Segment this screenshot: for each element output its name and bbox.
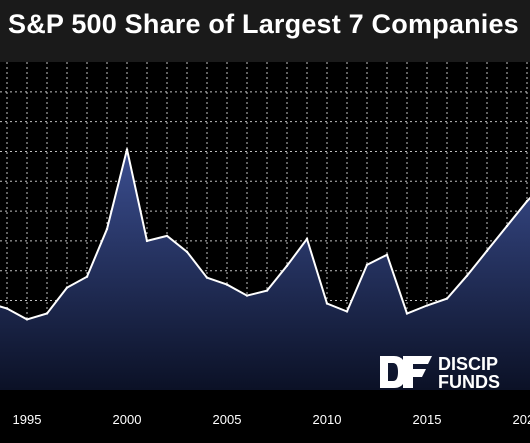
data-point-2002 [165, 234, 169, 238]
data-point-2018 [485, 249, 489, 253]
chart-title: S&P 500 Share of Largest 7 Companies [8, 9, 519, 39]
data-point-1996 [45, 312, 49, 315]
x-tick-label: 2000 [113, 412, 142, 427]
data-point-1994 [5, 307, 9, 310]
data-point-2019 [505, 224, 509, 228]
data-point-2011 [345, 310, 349, 313]
data-point-2008 [285, 264, 289, 267]
data-point-2006 [245, 294, 249, 297]
data-point-2001 [145, 239, 149, 243]
logo-text-line1: DISCIP [438, 354, 499, 374]
x-tick-label: 2020 [513, 412, 530, 427]
data-point-1997 [65, 286, 69, 289]
data-point-1995 [25, 318, 29, 321]
brand-logo: DISCIP FUNDS [374, 352, 530, 392]
title-bar: S&P 500 Share of Largest 7 Companies [0, 0, 530, 62]
data-point-2012 [365, 263, 369, 266]
data-point-2009 [305, 237, 309, 241]
series-area [0, 149, 530, 390]
x-tick-label: 2010 [313, 412, 342, 427]
data-point-2015 [425, 304, 429, 307]
data-point-2007 [265, 289, 269, 292]
data-point-2005 [225, 283, 229, 286]
data-point-2020 [525, 199, 529, 203]
df-logo-icon [380, 356, 432, 388]
data-point-2013 [385, 253, 389, 257]
data-point-2003 [185, 250, 189, 254]
data-point-2004 [205, 276, 209, 279]
data-point-1998 [85, 275, 89, 278]
data-points [5, 148, 529, 321]
data-point-2017 [465, 274, 469, 277]
data-point-2010 [325, 302, 329, 305]
data-point-2014 [405, 312, 409, 315]
logo-text-line2: FUNDS [438, 372, 500, 392]
data-point-2000 [125, 148, 129, 151]
x-axis-ticks: 1995 2000 2005 2010 2015 2020 [13, 412, 530, 427]
data-point-2016 [445, 297, 449, 300]
x-tick-label: 1995 [13, 412, 42, 427]
data-point-1999 [105, 227, 109, 231]
x-tick-label: 2005 [213, 412, 242, 427]
x-tick-label: 2015 [413, 412, 442, 427]
